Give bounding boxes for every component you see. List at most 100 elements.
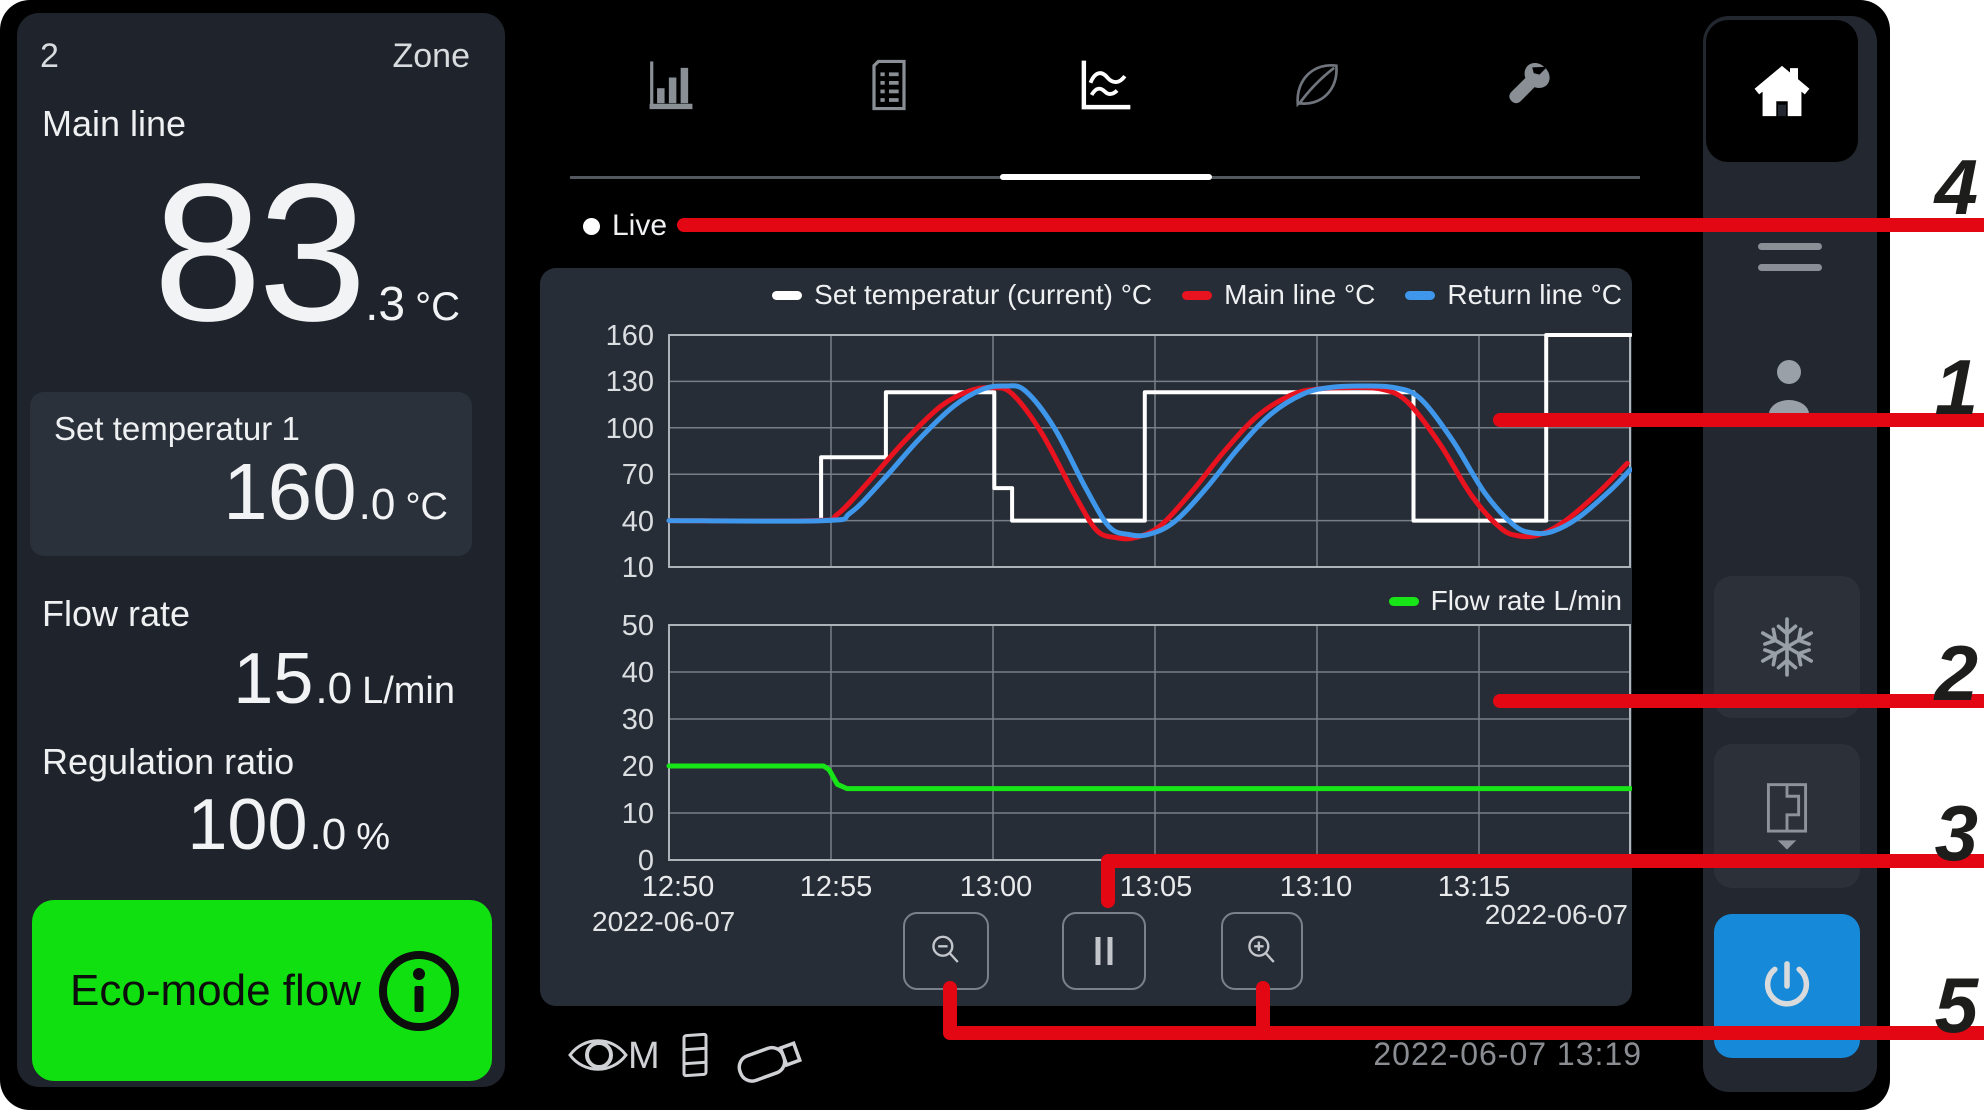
pause-button[interactable] <box>1062 912 1146 990</box>
regulation-ratio-dec: .0 <box>309 810 347 859</box>
temp-plot-border <box>668 334 1631 568</box>
x-axis-end-date: 2022-06-07 <box>1485 899 1628 930</box>
flap-icon <box>682 1032 708 1078</box>
monitor-mode-letter: M <box>628 1035 660 1077</box>
series-return-line-c <box>666 383 1632 539</box>
zoom-out-button[interactable] <box>903 912 989 990</box>
live-label: Live <box>612 209 668 242</box>
device-screen: 2 Zone Main line 83.3 °C Set temperatur 1… <box>0 0 1890 1110</box>
flow-plot-border <box>668 624 1631 861</box>
svg-text:30: 30 <box>622 704 654 736</box>
series-flow-rate-l-min <box>666 763 1632 792</box>
temperature-series <box>666 333 1632 542</box>
flow-rate-dec: .0 <box>315 664 353 713</box>
home-icon <box>1750 61 1814 121</box>
mold-change-button[interactable] <box>1714 744 1860 888</box>
main-line-dash-icon <box>1182 290 1213 300</box>
legend-return-line: Return line °C <box>1405 279 1622 311</box>
eco-mode-flow-label: Eco-mode flow <box>70 965 362 1015</box>
trend-chart-icon <box>1075 54 1137 116</box>
legend-set-temperature-label: Set temperatur (current) °C <box>814 279 1153 310</box>
temperature-legend: Set temperatur (current) °C Main line °C… <box>600 279 1622 311</box>
svg-text:0: 0 <box>638 845 654 877</box>
user-button[interactable] <box>1754 352 1824 432</box>
set-temperature-card[interactable]: Set temperatur 1 160.0 °C <box>30 392 472 556</box>
legend-main-line: Main line °C <box>1182 279 1375 311</box>
svg-text:130: 130 <box>606 366 654 398</box>
report-tab[interactable] <box>856 52 922 118</box>
main-line-unit: °C <box>415 285 460 329</box>
svg-text:160: 160 <box>606 320 654 352</box>
home-button[interactable] <box>1706 20 1858 162</box>
trend-charts: 160 130 100 70 40 10 50 40 30 20 10 0 12… <box>592 320 1632 937</box>
svg-text:10: 10 <box>622 552 654 584</box>
menu-button[interactable] <box>1758 222 1822 285</box>
flow-rate-int: 15 <box>233 639 314 719</box>
svg-text:12:55: 12:55 <box>800 871 873 903</box>
service-wrench-tab[interactable] <box>1493 52 1559 118</box>
wrench-icon <box>1497 56 1555 114</box>
flow-rate-label: Flow rate <box>42 593 191 634</box>
series-main-line-c <box>666 384 1630 542</box>
set-temperature-dash-icon <box>772 290 803 300</box>
trend-tab[interactable] <box>1073 52 1139 118</box>
bar-chart-icon <box>641 55 701 115</box>
zone-number: 2 <box>40 37 59 75</box>
zone-label: Zone <box>392 37 471 75</box>
flow-rate-unit: L/min <box>362 670 455 712</box>
snowflake-icon <box>1753 613 1821 681</box>
status-datetime: 2022-06-07 13:19 <box>1373 1036 1642 1072</box>
svg-text:100: 100 <box>606 413 654 445</box>
flow-grid <box>669 625 1630 860</box>
status-icons: M <box>568 1032 803 1083</box>
legend-return-line-label: Return line °C <box>1447 279 1622 310</box>
svg-text:70: 70 <box>622 459 654 491</box>
mold-change-icon <box>1754 780 1820 852</box>
power-button[interactable] <box>1714 914 1860 1058</box>
user-icon <box>1754 352 1824 432</box>
svg-text:12:50: 12:50 <box>642 871 715 903</box>
set-temperature-label: Set temperatur 1 <box>54 410 300 447</box>
svg-text:20: 20 <box>622 751 654 783</box>
sidebar-panel <box>1703 16 1877 1092</box>
svg-text:40: 40 <box>622 657 654 689</box>
active-tab-underline <box>1000 174 1212 180</box>
callout-number-2: 2 <box>1934 629 1978 717</box>
eco-mode-flow-button[interactable]: Eco-mode flow <box>32 900 492 1081</box>
set-temperature-dec: .0 <box>358 480 396 529</box>
monitor-eye-icon <box>568 1039 628 1071</box>
regulation-ratio-value: 100.0% <box>40 789 390 861</box>
set-temperature-unit: °C <box>405 486 448 528</box>
svg-text:50: 50 <box>622 610 654 642</box>
zoom-in-button[interactable] <box>1221 912 1303 990</box>
menu-icon <box>1758 222 1822 229</box>
main-line-value: 83.3 °C <box>40 155 460 351</box>
set-temperature-int: 160 <box>223 447 357 536</box>
main-line-label: Main line <box>42 103 187 144</box>
main-line-value-dec: .3 <box>365 278 406 331</box>
legend-flow-rate: Flow rate L/min <box>1388 585 1622 617</box>
callout-number-1: 1 <box>1934 343 1978 431</box>
eco-leaf-tab[interactable] <box>1283 52 1349 118</box>
live-dot-icon <box>583 218 600 235</box>
regulation-ratio-int: 100 <box>187 785 308 865</box>
defrost-button[interactable] <box>1714 576 1860 718</box>
flow-rate-dash-icon <box>1388 596 1419 606</box>
info-icon <box>376 948 462 1034</box>
svg-text:13:05: 13:05 <box>1120 871 1193 903</box>
svg-text:10: 10 <box>622 798 654 830</box>
zone-panel: 2 Zone Main line 83.3 °C Set temperatur 1… <box>17 13 505 1087</box>
flow-legend: Flow rate L/min <box>600 585 1622 617</box>
flow-series <box>666 763 1632 792</box>
bar-chart-tab[interactable] <box>638 52 704 118</box>
flow-rate-value: 15.0 L/min <box>40 643 455 715</box>
return-line-dash-icon <box>1405 290 1436 300</box>
callout-number-4: 4 <box>1934 143 1978 231</box>
svg-text:40: 40 <box>622 506 654 538</box>
legend-flow-rate-label: Flow rate L/min <box>1430 585 1622 616</box>
x-axis-start-date: 2022-06-07 <box>592 906 735 937</box>
leaf-icon <box>1286 55 1346 115</box>
svg-text:13:00: 13:00 <box>960 871 1033 903</box>
series-set-temperatur-current-c <box>667 333 1632 523</box>
power-icon <box>1756 955 1818 1017</box>
